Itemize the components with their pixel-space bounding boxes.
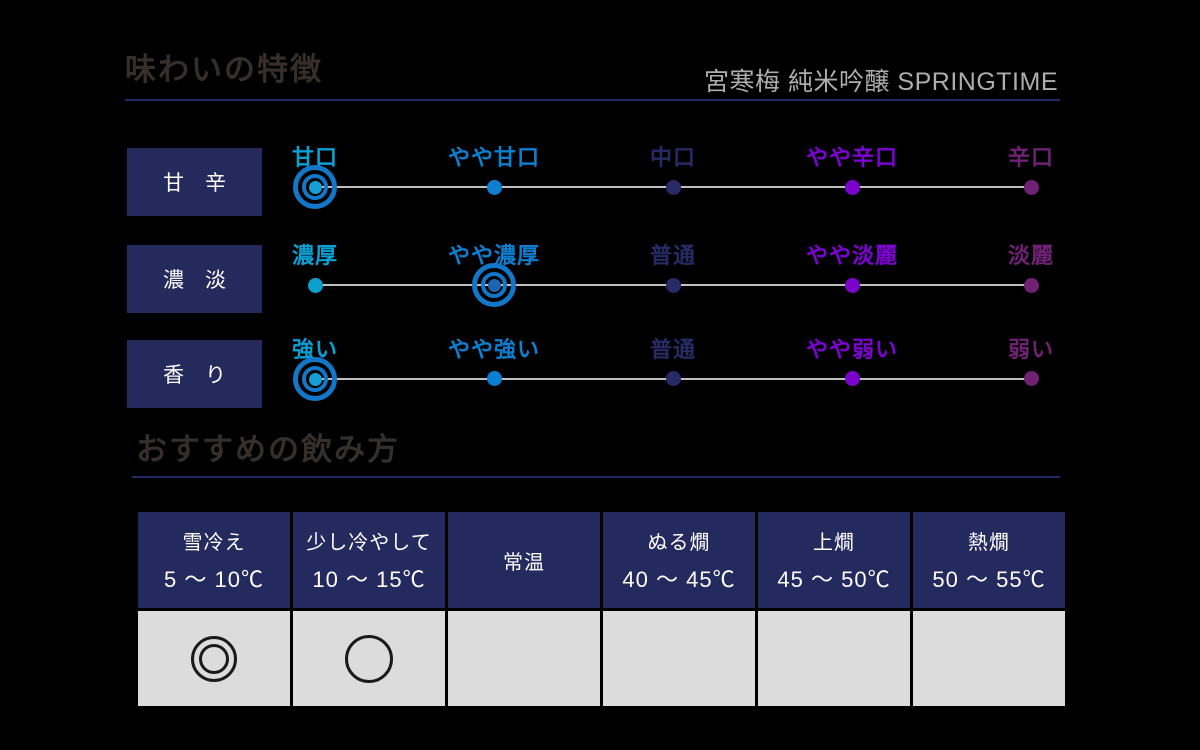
axis-label-box-sweetdry: 甘 辛 [127,148,262,216]
scale-point-label: やや強い [447,337,540,362]
scale-point-label: 淡麗 [1007,243,1054,268]
serving-header-cell: 常温 [448,512,600,608]
scale-dot [487,180,502,195]
serving-temp: 50 ～ 55℃ [932,567,1046,592]
scale-point-label: 普通 [649,243,696,268]
axis-label-box-aroma: 香 り [127,340,262,408]
serving-temp: 10 ～ 15℃ [312,567,426,592]
circle-icon [345,634,393,683]
serving-temp: 5 ～ 10℃ [164,567,264,592]
scale-dot [1024,180,1039,195]
serving-temp: 45 ～ 50℃ [777,567,891,592]
marker-inner-ring [302,174,328,200]
marker-center-dot [487,278,501,292]
serving-header-cell: 上燗 45 ～ 50℃ [758,512,910,608]
serving-name: 少し冷やして [306,532,432,554]
axis-label: 甘 辛 [163,172,226,195]
serving-temp: 40 ～ 45℃ [622,567,736,592]
marker-center-dot [308,180,322,194]
scale-dot [666,180,681,195]
scale-dot [845,180,860,195]
double-circle-icon [191,635,237,682]
marker-inner-ring [302,366,328,392]
serving-name: 雪冷え [182,532,246,554]
serving-mark-cell [758,611,910,706]
serving-header-cell: 少し冷やして 10 ～ 15℃ [293,512,445,608]
serving-mark-cell [293,611,445,706]
taste-title-underline [125,99,1060,101]
scale-dot [845,371,860,386]
marker-inner-ring [481,272,507,298]
scale-point-label: やや甘口 [447,145,540,170]
serving-name: 常温 [503,551,545,574]
scale-point-label: やや辛口 [805,145,898,170]
selected-marker [293,357,337,401]
double-circle-inner [199,643,229,674]
selected-marker [472,263,516,307]
serving-title-underline [132,476,1060,478]
scale-dot [487,371,502,386]
scale-point-label: やや淡麗 [805,243,898,268]
scale-dot [1024,371,1039,386]
serving-mark-cell [913,611,1065,706]
serving-mark-cell [448,611,600,706]
serving-header-cell: 熱燗 50 ～ 55℃ [913,512,1065,608]
product-name: 宮寒梅 純米吟醸 SPRINGTIME [704,68,1058,96]
axis-label: 香 り [163,364,226,387]
scale-dot [666,371,681,386]
serving-name: ぬる燗 [647,532,711,554]
scale-point-label: やや弱い [805,337,898,362]
serving-mark-cell [138,611,290,706]
serving-name: 上燗 [813,532,855,554]
axis-label-box-richlight: 濃 淡 [127,245,262,313]
serving-header-cell: ぬる燗 40 ～ 45℃ [603,512,755,608]
marker-center-dot [308,372,322,386]
scale-point-label: 普通 [649,337,696,362]
taste-section-title: 味わいの特徴 [125,52,323,87]
scale-dot [1024,278,1039,293]
scale-dot [666,278,681,293]
scale-point-label: 中口 [649,145,696,170]
serving-mark-cell [603,611,755,706]
scale-point-label: 濃厚 [291,243,338,268]
scale-point-label: 弱い [1007,337,1054,362]
serving-section-title: おすすめの飲み方 [136,432,400,467]
axis-label: 濃 淡 [163,269,226,292]
scale-point-label: 辛口 [1007,145,1054,170]
selected-marker [293,165,337,209]
serving-header-cell: 雪冷え 5 ～ 10℃ [138,512,290,608]
serving-name: 熱燗 [968,532,1010,554]
scale-dot [308,278,323,293]
scale-dot [845,278,860,293]
